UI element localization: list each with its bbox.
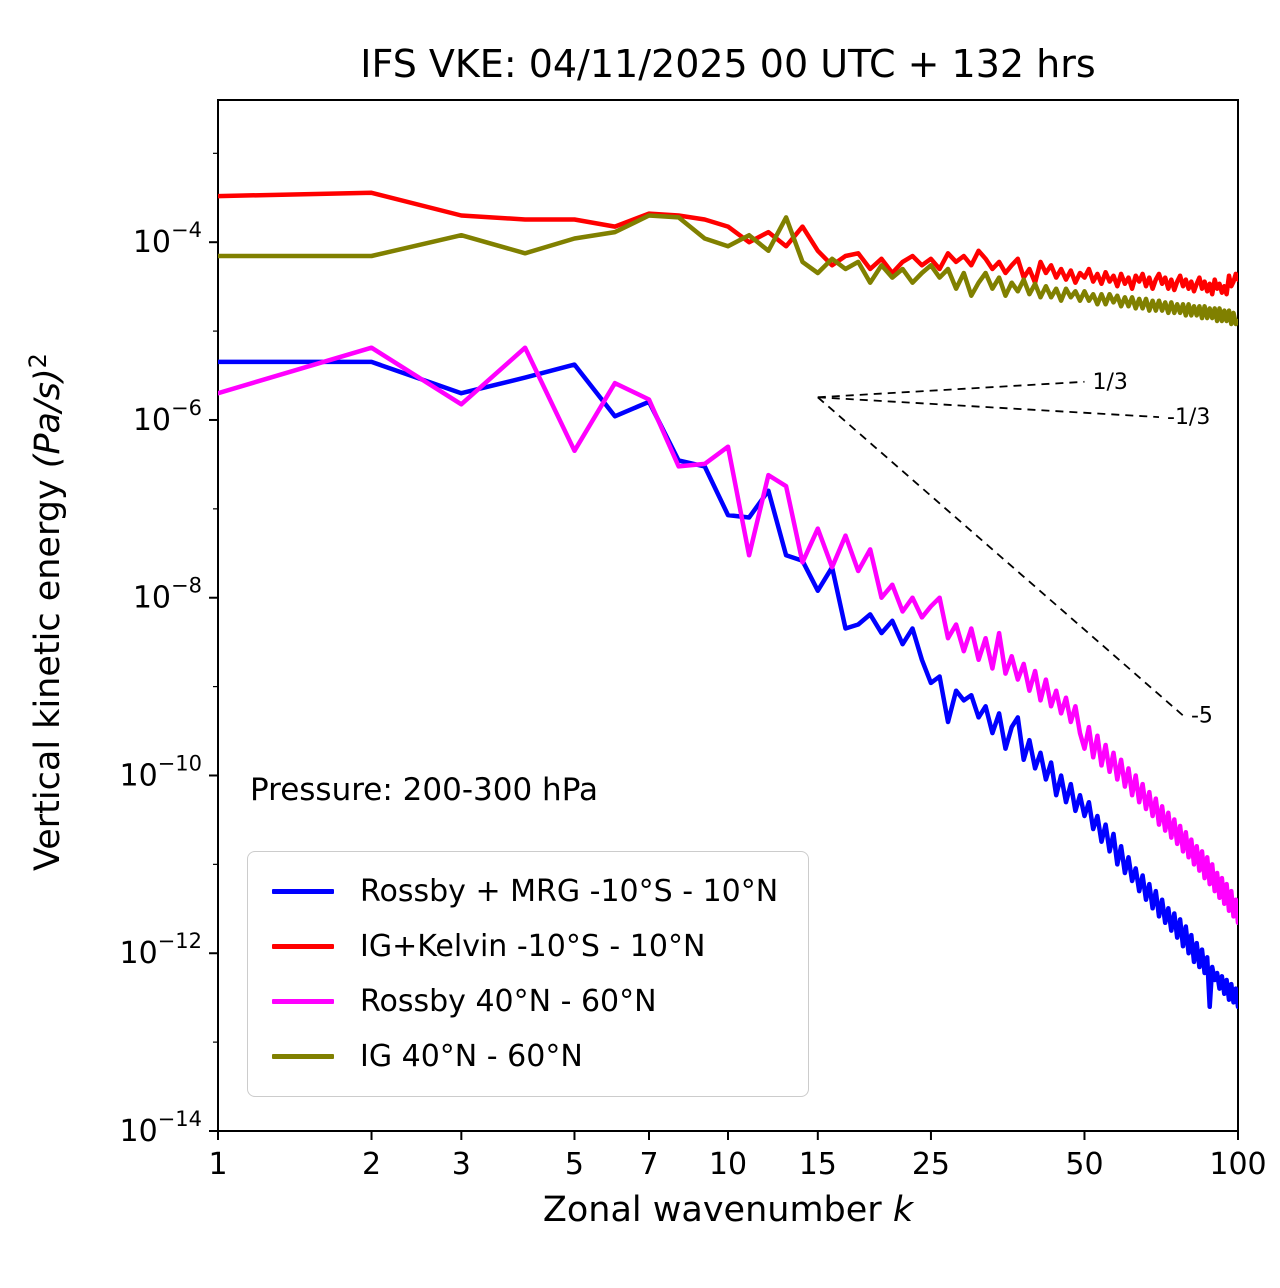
series-line-ig-kelvin-tropics xyxy=(218,190,1238,297)
x-axis-label-text: Zonal wavenumber xyxy=(542,1190,893,1230)
legend-swatch-ig-kelvin-tropics xyxy=(272,944,334,949)
pressure-annotation: Pressure: 200-300 hPa xyxy=(250,772,598,808)
legend-item-ig-kelvin-tropics: IG+Kelvin -10°S - 10°N xyxy=(272,929,778,964)
legend: Rossby + MRG -10°S - 10°N IG+Kelvin -10°S… xyxy=(247,851,810,1097)
reference-line xyxy=(817,380,1085,399)
legend-label-rossby-mrg-tropics: Rossby + MRG -10°S - 10°N xyxy=(360,874,779,909)
legend-label-rossby-midlat: Rossby 40°N - 60°N xyxy=(360,984,657,1019)
legend-item-rossby-midlat: Rossby 40°N - 60°N xyxy=(272,984,778,1019)
y-axis-label: Vertical kinetic energy (Pa/s)2 xyxy=(24,353,68,871)
series-line-rossby-mrg-tropics xyxy=(218,359,1238,1010)
reference-line xyxy=(817,396,1160,418)
x-axis-label: Zonal wavenumber k xyxy=(218,1190,1238,1230)
x-tick-label: 2 xyxy=(362,1147,381,1182)
y-tick-label: 10−8 xyxy=(133,574,202,616)
y-tick-label: 10−6 xyxy=(133,396,202,438)
x-tick-label: 1 xyxy=(208,1147,227,1182)
legend-label-ig-kelvin-tropics: IG+Kelvin -10°S - 10°N xyxy=(360,929,706,964)
legend-item-ig-midlat: IG 40°N - 60°N xyxy=(272,1039,778,1074)
series-line-ig-midlat xyxy=(218,213,1238,327)
x-tick-label: 7 xyxy=(639,1147,658,1182)
series-line-rossby-midlat xyxy=(218,345,1238,926)
x-tick-label: 25 xyxy=(912,1147,950,1182)
y-axis-label-math: (Pa/s) xyxy=(27,368,68,469)
legend-swatch-rossby-mrg-tropics xyxy=(272,889,334,894)
x-tick-label: 100 xyxy=(1209,1147,1266,1182)
legend-swatch-rossby-midlat xyxy=(272,999,334,1004)
y-tick-label: 10−12 xyxy=(119,929,202,971)
x-tick-label: 10 xyxy=(709,1147,747,1182)
y-tick-label: 10−10 xyxy=(119,751,202,793)
legend-label-ig-midlat: IG 40°N - 60°N xyxy=(360,1039,583,1074)
x-tick-label: 3 xyxy=(452,1147,471,1182)
y-tick-label: 10−4 xyxy=(133,218,202,260)
y-axis-label-text: Vertical kinetic energy xyxy=(27,468,68,871)
reference-line xyxy=(817,396,1184,717)
reference-line-label: 1/3 xyxy=(1092,370,1127,395)
x-axis-label-math: k xyxy=(892,1190,914,1230)
y-tick-label: 10−14 xyxy=(119,1107,202,1149)
reference-line-label: -5 xyxy=(1191,703,1213,728)
legend-swatch-ig-midlat xyxy=(272,1054,334,1059)
chart-title: IFS VKE: 04/11/2025 00 UTC + 132 hrs xyxy=(360,42,1096,86)
legend-item-rossby-mrg-tropics: Rossby + MRG -10°S - 10°N xyxy=(272,874,778,909)
y-axis-label-sup: 2 xyxy=(24,353,53,369)
x-tick-label: 50 xyxy=(1065,1147,1103,1182)
x-tick-label: 5 xyxy=(565,1147,584,1182)
reference-line-label: -1/3 xyxy=(1167,405,1210,430)
x-tick-label: 15 xyxy=(799,1147,837,1182)
